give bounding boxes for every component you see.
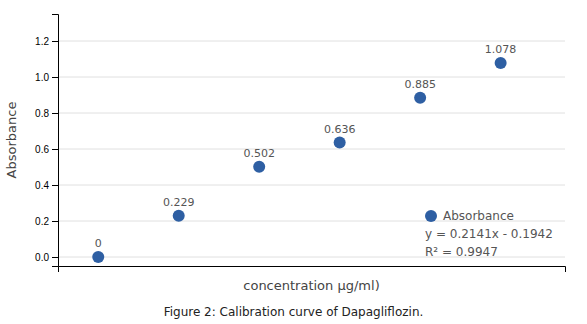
y-tick-label: 1.2 [35,36,49,47]
y-axis-line [52,15,59,267]
y-tick-label: 0.2 [35,216,49,227]
y-tick: 1.2 [35,36,58,47]
y-tick-mark [52,41,58,42]
grid-line [58,149,565,150]
y-tick-mark [52,185,58,186]
y-axis-title: Absorbance [4,102,19,179]
legend-swatch [425,210,437,222]
data-label: 0.885 [404,78,436,91]
grid-line [58,113,565,114]
y-axis: 0.0 0.2 0.4 0.6 0.8 1.0 1.2 [35,15,58,267]
x-axis-line [59,267,566,273]
y-tick-label: 1.0 [35,72,49,83]
y-tick-label: 0.8 [35,108,49,119]
y-tick-label: 0.0 [35,252,49,263]
data-label: 1.078 [485,43,516,56]
y-tick: 1.0 [35,72,58,83]
annotation: y = 0.2141x - 0.1942 [425,227,553,241]
y-tick: 0.6 [35,144,58,155]
plot-area: 0.0 0.2 0.4 0.6 0.8 1.0 1.2 0 0.229 0.502 0.636 0.8… [4,15,566,294]
y-tick-mark [52,221,58,222]
y-tick-mark [52,257,58,258]
y-tick: 0.8 [35,108,58,119]
data-label: 0 [95,237,102,250]
legend: Absorbance y = 0.2141x - 0.1942 R² = 0.994… [425,209,553,259]
x-axis [59,267,566,273]
y-tick-label: 0.6 [35,144,49,155]
y-tick-label: 0.4 [35,180,49,191]
grid-line [58,185,565,186]
data-label: 0.502 [243,147,275,160]
y-tick-mark [52,77,58,78]
y-tick: 0.4 [35,180,58,191]
y-tick: 0.2 [35,216,58,227]
x-axis-title: concentration μg/ml) [243,278,379,293]
data-label: 0.229 [163,196,195,209]
point [253,161,265,173]
caption: Figure 2: Calibration curve of Dapaglifl… [164,305,424,319]
point [495,57,507,69]
chart: 0.0 0.2 0.4 0.6 0.8 1.0 1.2 0 0.229 0.502 0.636 0.8… [0,0,587,324]
data-labels: 0 0.229 0.502 0.636 0.885 1.078 [95,43,517,250]
point [173,210,185,222]
point [334,137,346,149]
grid [58,41,565,257]
y-tick: 0.0 [35,252,58,263]
annotation: R² = 0.9947 [425,245,498,259]
grid-line [58,77,565,78]
y-tick-mark [52,113,58,114]
point [414,92,426,104]
data-label: 0.636 [324,123,356,136]
point [92,251,104,263]
grid-line [58,41,565,42]
y-tick-mark [52,149,58,150]
legend-label: Absorbance [443,209,514,223]
